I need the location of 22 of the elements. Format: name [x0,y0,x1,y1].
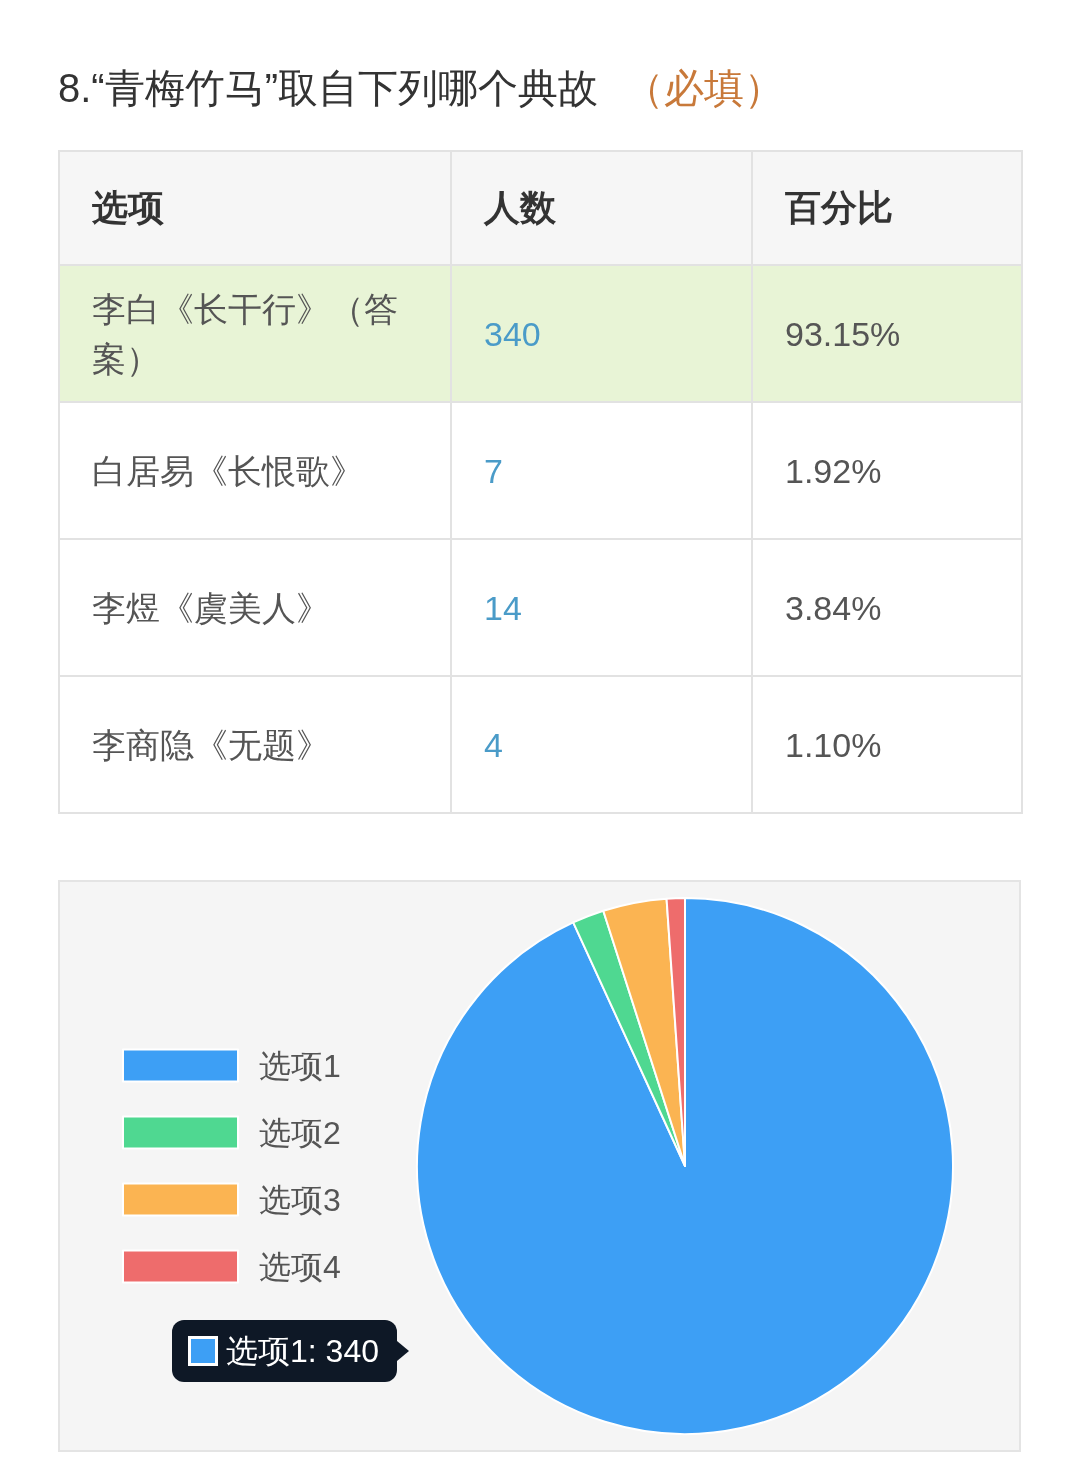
text: 李商隐《无题》 [92,725,330,764]
text: 7 [484,451,503,490]
text: 李煜《虞美人》 [92,588,330,627]
text: 93.15% [785,314,901,353]
text: 百分比 [785,187,893,228]
data-label: 选项1: 340 [226,1332,379,1370]
text: 14 [484,588,522,627]
legend-label: 选项3 [259,1181,341,1218]
legend-label: 选项2 [259,1114,341,1151]
text: （必填） [624,66,784,110]
text: 4 [484,725,503,764]
text: 3.84% [785,588,882,627]
text: 1.92% [785,451,882,490]
legend-label: 选项4 [259,1248,341,1285]
text: 选项 [92,187,164,228]
text: 340 [484,314,541,353]
text: 李白《长干行》（答案） [92,289,398,378]
text: 白居易《长恨歌》 [92,451,364,490]
text: 人数 [484,187,556,228]
text: 1.10% [785,725,882,764]
text: 8.“青梅竹马”取自下列哪个典故 [58,66,598,110]
legend-label: 选项1 [259,1047,341,1084]
